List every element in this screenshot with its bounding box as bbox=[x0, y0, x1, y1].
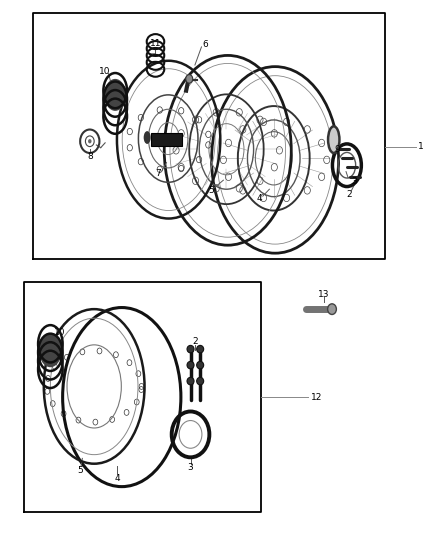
Ellipse shape bbox=[197, 377, 204, 385]
Text: 1: 1 bbox=[418, 142, 424, 151]
Ellipse shape bbox=[186, 75, 193, 83]
Ellipse shape bbox=[39, 333, 62, 367]
Ellipse shape bbox=[328, 304, 336, 314]
Text: 2: 2 bbox=[193, 337, 198, 346]
Ellipse shape bbox=[197, 345, 204, 353]
Text: 7: 7 bbox=[155, 169, 162, 177]
Polygon shape bbox=[151, 133, 182, 146]
Text: 10: 10 bbox=[99, 67, 111, 76]
Ellipse shape bbox=[187, 361, 194, 369]
Text: 6: 6 bbox=[202, 41, 208, 49]
Text: 8: 8 bbox=[87, 152, 93, 160]
Ellipse shape bbox=[144, 131, 151, 144]
Text: 5: 5 bbox=[77, 466, 83, 474]
Ellipse shape bbox=[328, 126, 339, 153]
Ellipse shape bbox=[104, 79, 126, 111]
Text: 3: 3 bbox=[351, 177, 357, 186]
Ellipse shape bbox=[88, 139, 92, 143]
Text: 3: 3 bbox=[187, 463, 194, 472]
Text: 4: 4 bbox=[257, 195, 262, 203]
Text: 4: 4 bbox=[115, 474, 120, 482]
Ellipse shape bbox=[197, 361, 204, 369]
Text: 9: 9 bbox=[334, 145, 340, 154]
Text: 13: 13 bbox=[318, 290, 330, 299]
Ellipse shape bbox=[187, 345, 194, 353]
Text: 11: 11 bbox=[150, 39, 161, 48]
Text: 10: 10 bbox=[54, 328, 65, 337]
Text: 5: 5 bbox=[208, 186, 214, 195]
Text: 12: 12 bbox=[311, 393, 322, 401]
Ellipse shape bbox=[187, 377, 194, 385]
Text: 2: 2 bbox=[346, 190, 352, 198]
